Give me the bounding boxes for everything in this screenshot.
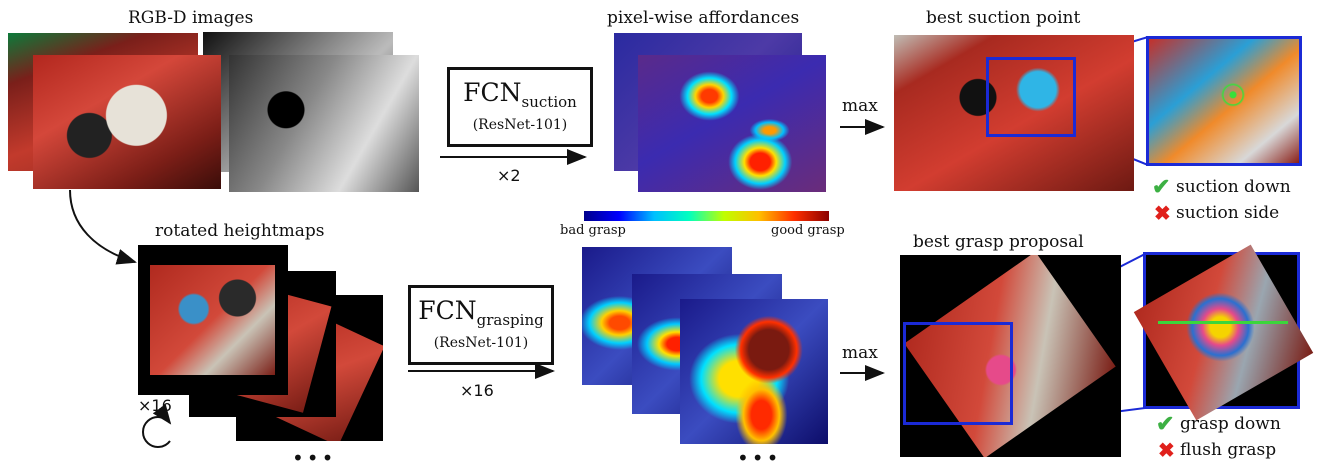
suction-good-result: suction down [1176, 177, 1291, 197]
rotations-label: ×16 [138, 396, 172, 415]
grasp-bad-result: flush grasp [1180, 440, 1277, 460]
grasp-region-box [903, 322, 1013, 425]
suction-bad-result: suction side [1176, 203, 1280, 223]
good-grasp-label: good grasp [771, 223, 845, 238]
suction-multiplier: ×2 [497, 166, 521, 185]
fcn-grasping-title: FCNgrasping [418, 296, 544, 330]
affordances-label: pixel-wise affordances [607, 8, 800, 28]
depth-image-front [229, 55, 419, 192]
grasp-zoom-image [1133, 244, 1314, 421]
suction-region-box [986, 57, 1076, 137]
fcn-suction-box: FCNsuction (ResNet-101) [447, 67, 593, 147]
best-suction-image [894, 35, 1134, 191]
cross-icon: ✖ [1158, 438, 1175, 462]
best-grasp-label: best grasp proposal [913, 232, 1084, 252]
grasping-multiplier: ×16 [460, 381, 494, 400]
grasp-good-result: grasp down [1180, 414, 1281, 434]
affordance-colorbar [584, 211, 829, 221]
grasp-affordance-3 [680, 299, 828, 444]
max-label-bottom: max [842, 343, 878, 363]
heightmaps-label: rotated heightmaps [155, 221, 325, 241]
fcn-suction-backbone: (ResNet-101) [472, 117, 568, 133]
suction-affordance-front [638, 55, 826, 192]
suction-zoom-image [1146, 36, 1302, 166]
fcn-suction-title: FCNsuction [463, 78, 577, 112]
heightmap-ellipsis: ••• [292, 446, 337, 470]
bad-grasp-label: bad grasp [560, 223, 626, 238]
fcn-grasping-backbone: (ResNet-101) [433, 335, 529, 351]
cross-icon: ✖ [1154, 201, 1171, 225]
fcn-grasping-box: FCNgrasping (ResNet-101) [408, 285, 554, 365]
heightmap-1 [138, 245, 288, 395]
max-label-top: max [842, 96, 878, 116]
best-suction-label: best suction point [926, 8, 1081, 28]
affordance-ellipsis: ••• [737, 446, 782, 470]
check-icon: ✔ [1152, 174, 1171, 200]
rgb-to-heightmap-arrow [69, 189, 137, 265]
rgbd-label: RGB-D images [128, 8, 254, 28]
check-icon: ✔ [1156, 411, 1175, 437]
rotation-icon [142, 403, 172, 448]
rgb-image-front [33, 55, 221, 189]
